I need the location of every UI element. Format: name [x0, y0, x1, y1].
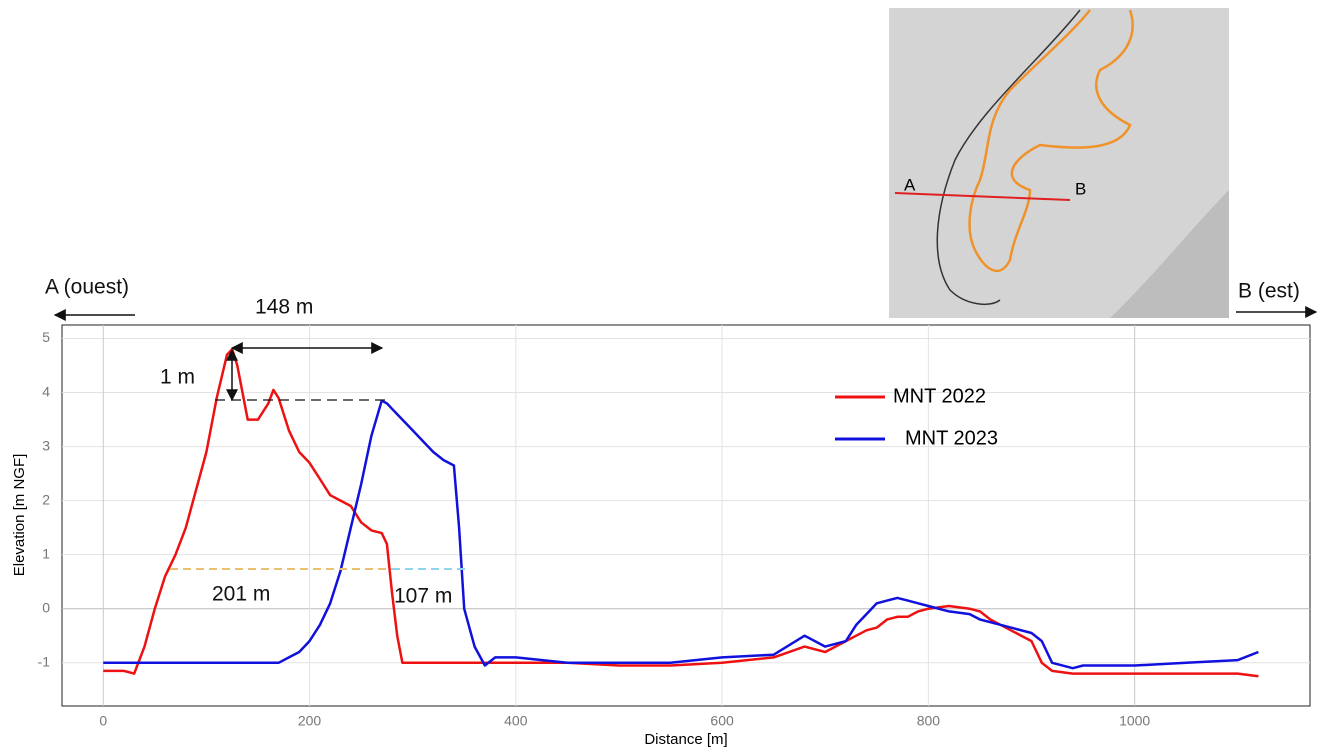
x-tick-label: 800 — [917, 713, 941, 729]
annotation: A (ouest) — [45, 276, 129, 299]
map-inset: A B — [889, 8, 1229, 318]
y-tick-label: 0 — [42, 599, 50, 615]
annotation: 148 m — [255, 296, 313, 319]
annotation: 1 m — [160, 366, 195, 389]
x-tick-label: 400 — [504, 713, 528, 729]
plot-frame — [62, 325, 1310, 706]
legend-label: MNT 2023 — [905, 427, 998, 449]
x-tick-label: 0 — [99, 713, 107, 729]
x-tick-label: 200 — [298, 713, 322, 729]
data-line — [103, 349, 1258, 676]
chart: A B A (ouest) B (est) -1 0 1 2 3 4 5 0 200 400 600… — [0, 0, 1332, 749]
y-tick-label: 5 — [42, 329, 50, 345]
y-tick-label: 4 — [42, 383, 50, 399]
data-line — [103, 401, 1258, 669]
x-tick-label: 600 — [710, 713, 734, 729]
x-tick-label: 1000 — [1119, 713, 1150, 729]
y-tick-label: -1 — [38, 653, 51, 669]
y-tick-label: 2 — [42, 491, 50, 507]
annotation: 107 m — [394, 585, 452, 608]
legend-label: MNT 2022 — [893, 385, 986, 407]
map-label: A — [904, 175, 916, 194]
y-tick-label: 1 — [42, 545, 50, 561]
x-axis-label: Distance [m] — [644, 731, 727, 748]
annotation: B (est) — [1238, 280, 1300, 303]
map-label: B — [1075, 179, 1086, 198]
y-tick-label: 3 — [42, 437, 50, 453]
y-axis-label: Elevation [m NGF] — [11, 454, 28, 577]
plot-area: -1 0 1 2 3 4 5 0 200 400 600 800 1000 MNT 2022 MNT 202… — [38, 325, 1310, 729]
annotation: 201 m — [212, 583, 270, 606]
